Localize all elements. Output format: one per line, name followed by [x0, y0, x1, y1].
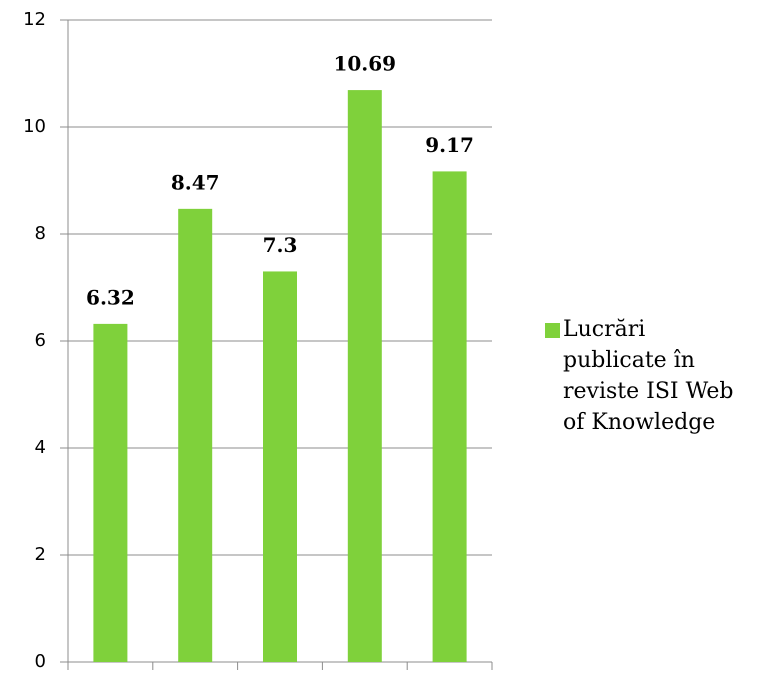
y-tick-label: 6 — [35, 330, 46, 351]
y-tick-label: 2 — [35, 544, 46, 565]
y-tick-label: 8 — [35, 223, 46, 244]
bar — [93, 323, 128, 662]
legend-swatch — [545, 323, 560, 338]
data-label: 7.3 — [263, 233, 298, 257]
bar — [347, 90, 382, 662]
bar — [432, 171, 467, 662]
y-tick-label: 12 — [23, 9, 46, 30]
legend-label: Lucrări publicate în reviste ISI Web of … — [563, 317, 734, 435]
y-tick-label: 4 — [35, 437, 46, 458]
y-tick-label: 0 — [35, 651, 46, 672]
data-label: 8.47 — [171, 170, 220, 194]
legend: Lucrări publicate în reviste ISI Web of … — [545, 314, 735, 438]
y-tick-label: 10 — [23, 116, 46, 137]
bar — [263, 271, 297, 662]
bar — [178, 208, 213, 663]
data-label: 9.17 — [425, 133, 474, 157]
data-label: 10.69 — [333, 52, 396, 76]
data-label: 6.32 — [86, 285, 135, 309]
